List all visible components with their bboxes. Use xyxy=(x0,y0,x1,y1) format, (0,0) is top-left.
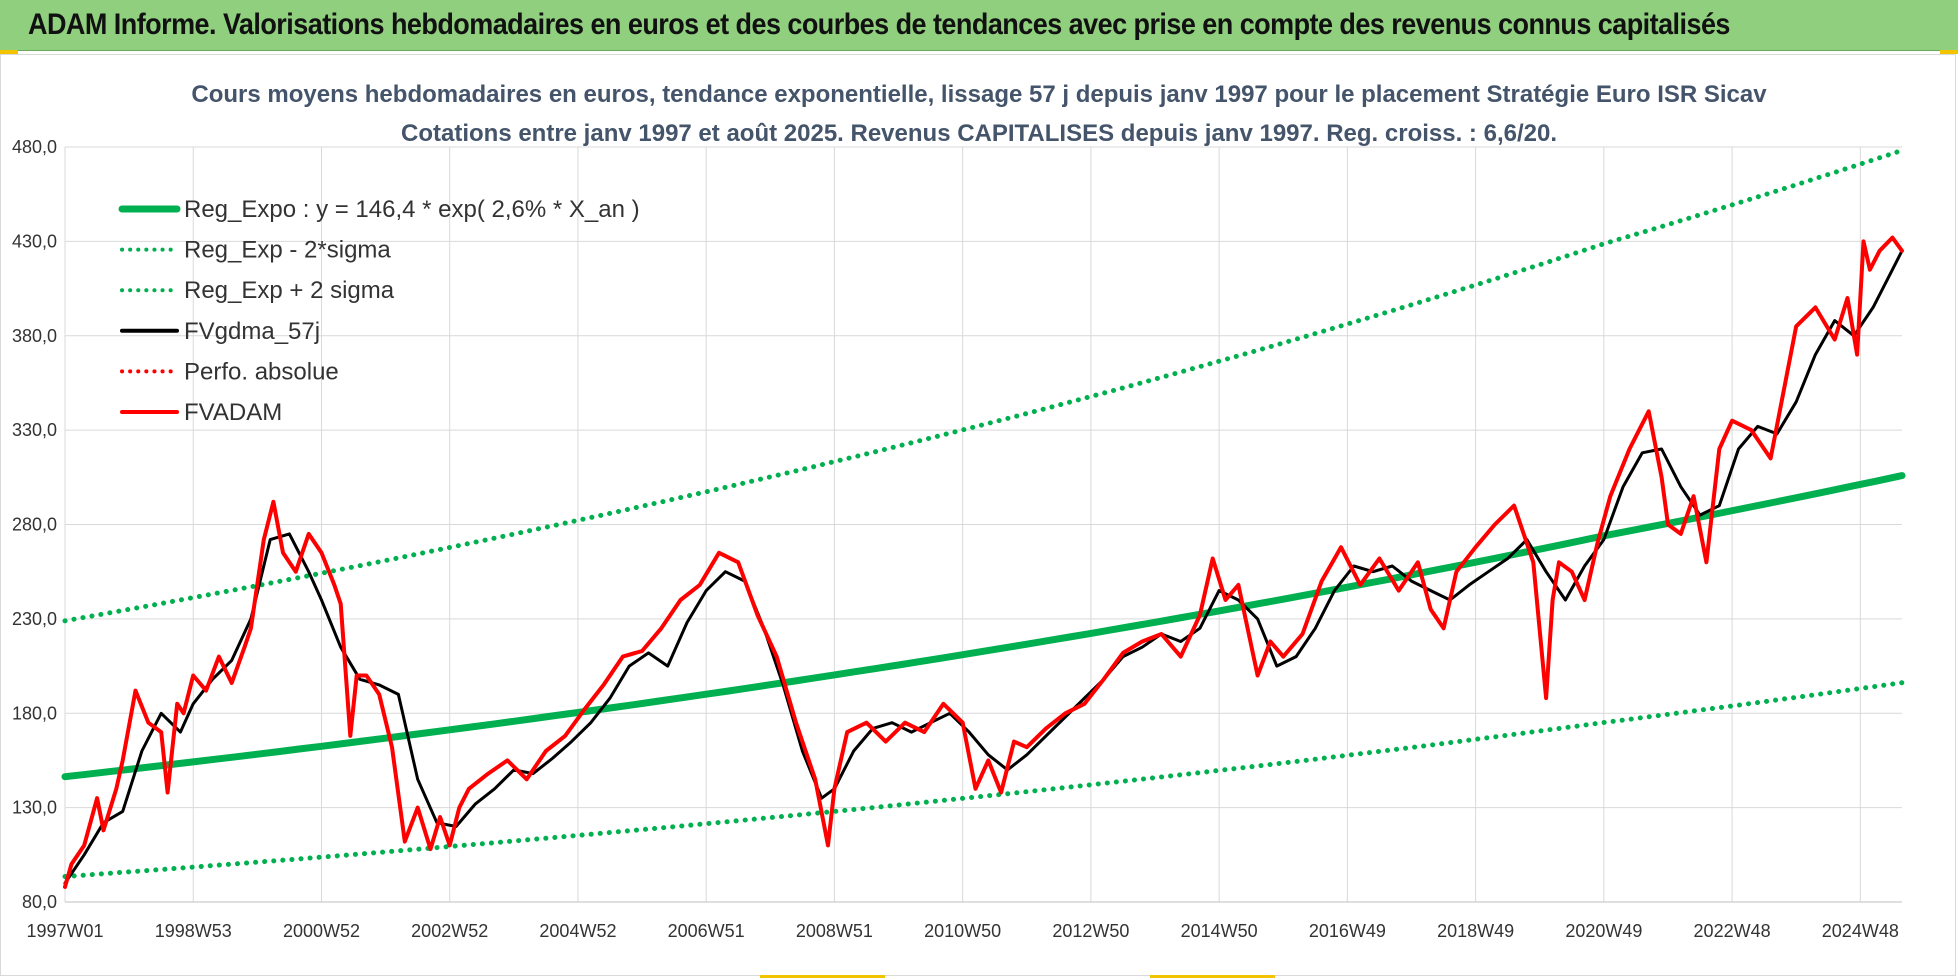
x-tick-label: 2020W49 xyxy=(1565,921,1642,941)
legend-label: FVgdma_57j xyxy=(184,318,320,345)
y-tick-label: 480,0 xyxy=(12,137,57,157)
y-tick-label: 280,0 xyxy=(12,515,57,535)
plot-area xyxy=(61,147,1906,889)
legend-label: Reg_Exp - 2*sigma xyxy=(184,237,391,264)
chart-frame xyxy=(0,54,1956,976)
y-tick-label: 330,0 xyxy=(12,420,57,440)
y-tick-label: 130,0 xyxy=(12,798,57,818)
x-tick-label: 2014W50 xyxy=(1181,921,1258,941)
series-line-0 xyxy=(61,472,1906,781)
legend-label: Perfo. absolue xyxy=(184,358,339,385)
legend-label: Reg_Exp + 2 sigma xyxy=(184,277,395,304)
x-tick-label: 2008W51 xyxy=(796,921,873,941)
x-tick-label: 2012W50 xyxy=(1052,921,1129,941)
x-tick-label: 2016W49 xyxy=(1309,921,1386,941)
x-tick-label: 2004W52 xyxy=(539,921,616,941)
x-tick-label: 2002W52 xyxy=(411,921,488,941)
legend: Reg_Expo : y = 146,4 * exp( 2,6% * X_an … xyxy=(118,196,640,426)
chart-title-line-1: Cours moyens hebdomadaires en euros, ten… xyxy=(191,81,1767,108)
series-line-1 xyxy=(62,680,1905,879)
x-tick-label: 2006W51 xyxy=(668,921,745,941)
chart-title-line-2: Cotations entre janv 1997 et août 2025. … xyxy=(401,120,1557,147)
series-line-3 xyxy=(63,249,1904,885)
header-bar: ADAM Informe. Valorisations hebdomadaire… xyxy=(0,0,1958,51)
grid xyxy=(64,146,1902,903)
series-line-2 xyxy=(62,147,1905,624)
x-tick-label: 1997W01 xyxy=(26,921,103,941)
legend-label: FVADAM xyxy=(184,399,282,426)
x-tick-label: 1998W53 xyxy=(155,921,232,941)
x-tick-label: 2010W50 xyxy=(924,921,1001,941)
bottom-accent xyxy=(1150,975,1275,978)
y-tick-label: 230,0 xyxy=(12,609,57,629)
y-tick-label: 430,0 xyxy=(12,231,57,251)
y-tick-label: 380,0 xyxy=(12,326,57,346)
legend-label: Reg_Expo : y = 146,4 * exp( 2,6% * X_an … xyxy=(184,196,640,223)
axes: 80,0 130,0 180,0 230,0 280,0 330,0 380,0 430,0 4… xyxy=(12,137,1902,941)
series-line-5 xyxy=(63,235,1904,889)
bottom-accent xyxy=(760,975,885,978)
y-tick-label: 80,0 xyxy=(22,892,57,912)
y-tick-label: 180,0 xyxy=(12,703,57,723)
x-tick-label: 2000W52 xyxy=(283,921,360,941)
x-tick-label: 2024W48 xyxy=(1822,921,1899,941)
x-tick-label: 2022W48 xyxy=(1694,921,1771,941)
corner-accent-left xyxy=(0,50,18,54)
corner-accent-right xyxy=(1940,50,1958,54)
x-tick-label: 2018W49 xyxy=(1437,921,1514,941)
page-title: ADAM Informe. Valorisations hebdomadaire… xyxy=(28,8,1730,41)
